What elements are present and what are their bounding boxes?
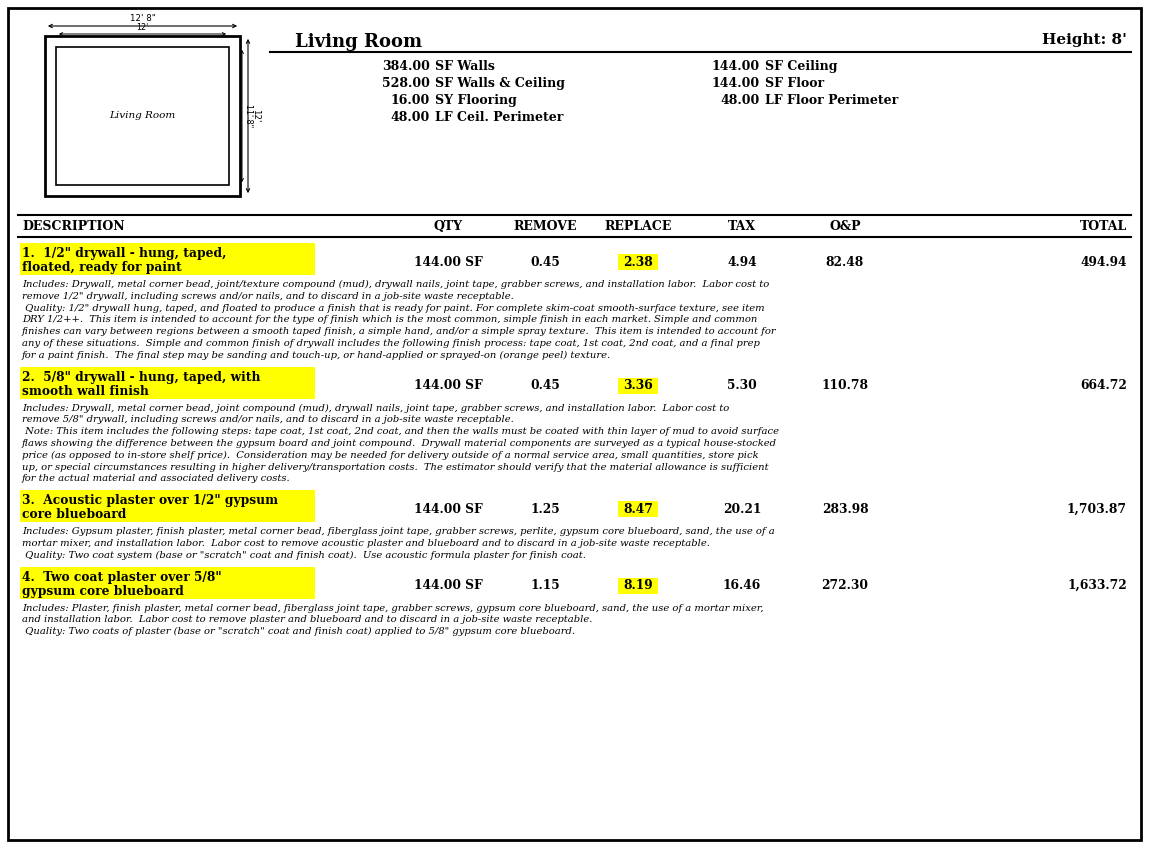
Text: Quality: 1/2" drywall hung, taped, and floated to produce a finish that is ready: Quality: 1/2" drywall hung, taped, and f… [22,304,764,313]
Text: gypsum core blueboard: gypsum core blueboard [22,584,184,598]
Text: 384.00: 384.00 [383,60,430,73]
Text: DESCRIPTION: DESCRIPTION [22,220,124,232]
Text: 528.00: 528.00 [383,77,430,90]
Bar [20,566,315,599]
Text: for the actual material and associated delivery costs.: for the actual material and associated d… [22,474,291,483]
Text: Quality: Two coats of plaster (base or "scratch" coat and finish coat) applied t: Quality: Two coats of plaster (base or "… [22,628,574,636]
Text: 144.00: 144.00 [712,60,759,73]
Text: 1.  1/2" drywall - hung, taped,: 1. 1/2" drywall - hung, taped, [22,247,226,260]
Text: SF Walls & Ceiling: SF Walls & Ceiling [435,77,565,90]
Text: 5.30: 5.30 [727,379,757,392]
Text: 144.00 SF: 144.00 SF [414,579,483,592]
Text: mortar mixer, and installation labor.  Labor cost to remove acoustic plaster and: mortar mixer, and installation labor. La… [22,539,710,548]
Text: 16.00: 16.00 [391,94,430,107]
Text: 12': 12' [137,23,148,32]
Text: SF Walls: SF Walls [435,60,495,73]
Text: Living Room: Living Room [109,111,176,120]
Text: for a paint finish.  The final step may be sanding and touch-up, or hand-applied: for a paint finish. The final step may b… [22,351,611,360]
Text: SY Flooring: SY Flooring [435,94,517,107]
Text: Note: This item includes the following steps: tape coat, 1st coat, 2nd coat, and: Note: This item includes the following s… [22,427,779,436]
Text: 144.00: 144.00 [712,77,759,90]
Text: 4.94: 4.94 [727,255,757,269]
Text: 3.36: 3.36 [623,379,653,392]
Text: 144.00 SF: 144.00 SF [414,255,483,269]
Text: flaws showing the difference between the gypsum board and joint compound.  Drywa: flaws showing the difference between the… [22,439,777,448]
Text: 664.72: 664.72 [1080,379,1127,392]
Text: SF Ceiling: SF Ceiling [765,60,838,73]
Text: 48.00: 48.00 [720,94,759,107]
Text: floated, ready for paint: floated, ready for paint [22,261,182,274]
Text: 4.  Two coat plaster over 5/8": 4. Two coat plaster over 5/8" [22,571,222,583]
Text: QTY: QTY [433,220,463,232]
Text: TOTAL: TOTAL [1080,220,1127,232]
Text: TAX: TAX [728,220,756,232]
Text: Includes: Drywall, metal corner bead, joint/texture compound (mud), drywall nail: Includes: Drywall, metal corner bead, jo… [22,280,769,289]
Text: 8.19: 8.19 [623,579,653,592]
Text: 144.00 SF: 144.00 SF [414,379,483,392]
Text: 1,703.87: 1,703.87 [1067,503,1127,516]
Text: LF Floor Perimeter: LF Floor Perimeter [765,94,899,107]
Text: core blueboard: core blueboard [22,508,126,522]
Text: 110.78: 110.78 [822,379,869,392]
Text: Includes: Drywall, metal corner bead, joint compound (mud), drywall nails, joint: Includes: Drywall, metal corner bead, jo… [22,404,730,413]
Text: 494.94: 494.94 [1080,255,1127,269]
Text: 1.25: 1.25 [530,503,560,516]
Text: REMOVE: REMOVE [514,220,577,232]
Text: 12': 12' [250,109,260,123]
Text: 272.30: 272.30 [822,579,869,592]
Text: Includes: Gypsum plaster, finish plaster, metal corner bead, fiberglass joint ta: Includes: Gypsum plaster, finish plaster… [22,527,774,536]
Text: LF Ceil. Perimeter: LF Ceil. Perimeter [435,111,563,124]
Text: DRY 1/2++.  This item is intended to account for the type of finish which is the: DRY 1/2++. This item is intended to acco… [22,315,757,325]
Text: any of these situations.  Simple and common finish of drywall includes the follo: any of these situations. Simple and comm… [22,339,759,348]
Text: 1.15: 1.15 [530,579,560,592]
Text: Includes: Plaster, finish plaster, metal corner bead, fiberglass joint tape, gra: Includes: Plaster, finish plaster, metal… [22,604,763,612]
Text: 3.  Acoustic plaster over 1/2" gypsum: 3. Acoustic plaster over 1/2" gypsum [22,494,278,507]
Text: O&P: O&P [830,220,861,232]
Text: 0.45: 0.45 [530,255,560,269]
Text: and installation labor.  Labor cost to remove plaster and blueboard and to disca: and installation labor. Labor cost to re… [22,616,593,624]
Text: 144.00 SF: 144.00 SF [414,503,483,516]
Text: 2.  5/8" drywall - hung, taped, with: 2. 5/8" drywall - hung, taped, with [22,371,261,383]
Bar [618,577,658,594]
Bar [618,501,658,517]
Bar [56,47,229,185]
Text: price (as opposed to in-store shelf price).  Consideration may be needed for del: price (as opposed to in-store shelf pric… [22,451,758,460]
Bar [20,243,315,275]
Bar [20,490,315,522]
Bar [20,366,315,399]
Text: Quality: Two coat system (base or "scratch" coat and finish coat).  Use acoustic: Quality: Two coat system (base or "scrat… [22,551,586,560]
Text: 1,633.72: 1,633.72 [1067,579,1127,592]
Text: Living Room: Living Room [295,33,422,51]
Text: 82.48: 82.48 [826,255,864,269]
Text: remove 5/8" drywall, including screws and/or nails, and to discard in a job-site: remove 5/8" drywall, including screws an… [22,416,514,424]
Text: 8.47: 8.47 [623,503,653,516]
Text: 2.38: 2.38 [623,255,653,269]
Text: 11' 8": 11' 8" [244,104,253,128]
Text: 48.00: 48.00 [391,111,430,124]
Text: 12' 8": 12' 8" [130,14,155,23]
Text: REPLACE: REPLACE [604,220,672,232]
Text: remove 1/2" drywall, including screws and/or nails, and to discard in a job-site: remove 1/2" drywall, including screws an… [22,292,514,301]
Bar [618,377,658,393]
Text: 0.45: 0.45 [530,379,560,392]
Text: 20.21: 20.21 [723,503,761,516]
Text: smooth wall finish: smooth wall finish [22,385,149,398]
Bar [618,254,658,270]
Text: 283.98: 283.98 [822,503,869,516]
Text: finishes can vary between regions between a smooth taped finish, a simple hand, : finishes can vary between regions betwee… [22,327,777,336]
Text: up, or special circumstances resulting in higher delivery/transportation costs. : up, or special circumstances resulting i… [22,463,769,471]
Text: SF Floor: SF Floor [765,77,824,90]
Bar [45,36,240,196]
Text: 16.46: 16.46 [723,579,761,592]
Text: Height: 8': Height: 8' [1042,33,1127,47]
